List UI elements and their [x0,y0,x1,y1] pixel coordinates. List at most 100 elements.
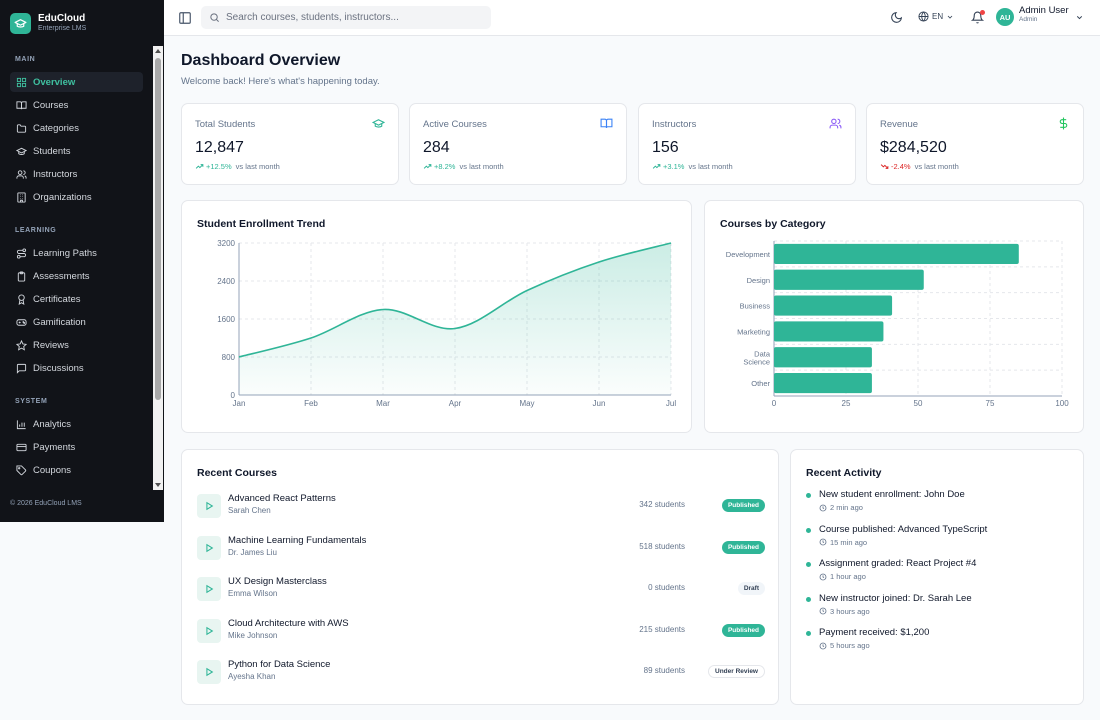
trending-up-icon [423,164,432,169]
search-input[interactable] [226,12,476,23]
sidebar-item-payments[interactable]: Payments [10,437,143,457]
language-selector[interactable]: EN [918,11,954,22]
sidebar-nav: MAIN Overview Courses Categories Student… [0,46,152,490]
course-title: UX Design Masterclass [228,576,327,588]
brand[interactable]: EduCloud Enterprise LMS [10,10,160,36]
category-bar [774,347,872,368]
avatar[interactable]: AU [996,8,1014,26]
activity-time: 3 hours ago [819,607,870,616]
sidebar-item-analytics[interactable]: Analytics [10,414,143,434]
x-tick-label: 25 [842,399,851,408]
moon-icon[interactable] [890,11,903,24]
category-bar [774,321,884,342]
enrollment-chart-card: Student Enrollment Trend 0 800 1600 2400 320… [181,200,692,433]
card-title: Student Enrollment Trend [197,218,326,230]
sidebar-item-organizations[interactable]: Organizations [10,187,143,207]
course-row[interactable]: Cloud Architecture with AWS Mike Johnson 2… [197,616,765,646]
status-badge: Published [721,499,765,512]
activity-time: 5 hours ago [819,641,870,650]
play-icon [206,501,214,511]
users-icon [16,169,27,180]
sidebar-item-instructors[interactable]: Instructors [10,164,143,184]
clock-icon [819,573,827,581]
course-row[interactable]: Machine Learning Fundamentals Dr. James L… [197,533,765,563]
sidebar-item-coupons[interactable]: Coupons [10,460,143,480]
course-students: 0 students [648,583,685,593]
sidebar-item-label: Certificates [33,293,81,305]
sidebar-scrollbar[interactable] [153,46,163,490]
stat-card-total-students: Total Students 12,847 +12.5% vs last mon… [181,103,399,185]
activity-time-label: 15 min ago [830,537,868,547]
sidebar-item-overview[interactable]: Overview [10,72,143,92]
activity-time-label: 2 min ago [830,503,863,512]
course-author: Ayesha Khan [228,672,276,682]
sidebar-item-label: Overview [33,76,76,88]
sidebar-item-assessments[interactable]: Assessments [10,266,143,286]
sidebar-toggle-icon[interactable] [178,11,192,25]
scroll-up-arrow-icon[interactable] [154,47,162,55]
y-tick-label: Business [740,302,771,311]
play-icon [206,584,214,594]
stat-trend: +3.1% vs last month [652,162,733,171]
dollar-icon [1059,117,1068,130]
course-play-button[interactable] [197,577,221,602]
sidebar-item-certificates[interactable]: Certificates [10,289,143,309]
stat-change: +8.2% [434,162,456,171]
user-menu[interactable]: Admin User Admin [1019,5,1069,24]
folder-icon [16,123,27,134]
x-tick-label: Jan [233,399,246,408]
clock-icon [819,642,827,650]
search-icon [210,13,219,22]
scroll-down-arrow-icon[interactable] [154,481,162,489]
stat-value: 156 [652,139,679,156]
activity-dot [806,493,811,498]
course-row[interactable]: Advanced React Patterns Sarah Chen 342 stu… [197,491,765,521]
star-icon [16,339,27,351]
y-tick-label: Marketing [737,327,770,336]
scrollbar-thumb[interactable] [155,58,161,400]
course-row[interactable]: UX Design Masterclass Emma Wilson 0 studen… [197,574,765,604]
course-play-button[interactable] [197,535,221,560]
chevron-down-icon[interactable] [1075,13,1084,22]
activity-text: New instructor joined: Dr. Sarah Lee [819,592,972,604]
search-bar[interactable] [201,6,491,29]
sidebar-item-label: Reviews [33,339,69,351]
sidebar-item-gamification[interactable]: Gamification [10,312,143,332]
chevron-down-icon [947,15,953,19]
sidebar-item-label: Instructors [33,168,78,180]
notifications-button[interactable] [970,10,985,24]
sidebar-item-learning-paths[interactable]: Learning Paths [10,243,143,263]
sidebar-item-label: Gamification [33,316,86,328]
course-play-button[interactable] [197,618,221,643]
stat-vs: vs last month [235,162,280,171]
clock-icon [819,504,827,511]
stat-vs: vs last month [688,162,733,171]
user-role: Admin [1019,16,1038,24]
course-play-button[interactable] [197,660,221,685]
x-tick-label: Mar [376,399,390,408]
page-title: Dashboard Overview [181,52,341,69]
card-title: Courses by Category [720,218,826,230]
sidebar-item-categories[interactable]: Categories [10,118,143,138]
activity-time: 2 min ago [819,503,863,512]
globe-icon [918,11,929,22]
stat-vs: vs last month [459,162,504,171]
course-row[interactable]: Python for Data Science Ayesha Khan 89 stu… [197,657,765,687]
message-icon [16,363,27,374]
x-tick-label: Feb [304,399,318,408]
status-badge: Under Review [708,665,765,679]
sidebar-section-system: SYSTEM [15,398,48,405]
course-play-button[interactable] [197,494,221,518]
bar-chart-icon [16,419,27,430]
activity-dot [806,631,811,637]
sidebar-item-discussions[interactable]: Discussions [10,358,143,378]
stat-trend: -2.4% vs last month [880,162,959,171]
sidebar-item-courses[interactable]: Courses [10,95,143,115]
sidebar-item-reviews[interactable]: Reviews [10,335,143,355]
activity-dot [806,562,811,568]
sidebar-item-students[interactable]: Students [10,141,143,161]
user-name: Admin User [1019,5,1069,16]
y-tick-label: 1600 [217,315,235,324]
book-open-icon [600,118,613,128]
sidebar-item-label: Organizations [33,191,92,203]
